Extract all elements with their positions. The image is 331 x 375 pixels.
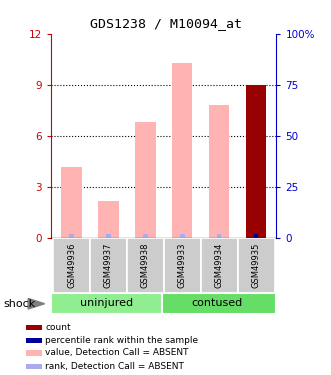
Bar xyxy=(172,63,192,238)
Bar xyxy=(62,166,82,238)
Text: percentile rank within the sample: percentile rank within the sample xyxy=(45,336,198,345)
Bar xyxy=(143,234,148,238)
Bar xyxy=(246,85,266,238)
Text: value, Detection Call = ABSENT: value, Detection Call = ABSENT xyxy=(45,348,189,357)
Bar xyxy=(98,201,118,238)
Bar xyxy=(217,234,221,238)
Bar xyxy=(26,325,42,330)
Bar xyxy=(180,234,184,238)
Bar xyxy=(201,238,238,293)
Text: GSM49935: GSM49935 xyxy=(252,243,260,288)
Bar xyxy=(209,105,229,238)
Bar xyxy=(162,292,276,314)
Bar xyxy=(26,350,42,355)
Bar xyxy=(254,234,258,238)
Text: GSM49934: GSM49934 xyxy=(215,243,224,288)
Text: GSM49933: GSM49933 xyxy=(178,243,187,288)
Bar xyxy=(238,238,274,293)
Text: uninjured: uninjured xyxy=(80,298,133,308)
Bar xyxy=(26,338,42,343)
Text: GDS1238 / M10094_at: GDS1238 / M10094_at xyxy=(89,17,242,30)
Bar xyxy=(70,234,74,238)
Bar xyxy=(90,238,127,293)
Text: count: count xyxy=(45,323,71,332)
Text: shock: shock xyxy=(3,299,35,309)
Bar xyxy=(106,234,111,238)
Bar xyxy=(135,122,156,238)
Text: GSM49936: GSM49936 xyxy=(67,243,76,288)
Text: contused: contused xyxy=(192,298,243,308)
Text: rank, Detection Call = ABSENT: rank, Detection Call = ABSENT xyxy=(45,362,184,371)
Bar xyxy=(164,238,201,293)
Text: GSM49937: GSM49937 xyxy=(104,243,113,288)
Text: GSM49938: GSM49938 xyxy=(141,243,150,288)
Bar xyxy=(26,364,42,369)
Bar xyxy=(51,292,162,314)
Polygon shape xyxy=(28,298,45,309)
Bar xyxy=(127,238,164,293)
Bar xyxy=(53,238,90,293)
